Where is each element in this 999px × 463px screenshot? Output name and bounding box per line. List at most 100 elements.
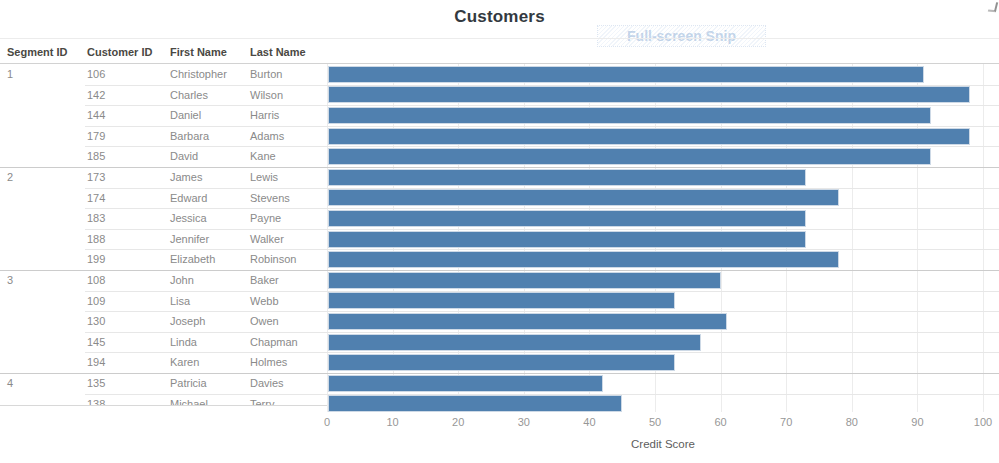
cell-last-name[interactable]: Payne [250, 208, 281, 229]
cell-customer-id[interactable]: 135 [87, 373, 105, 394]
header-divider [0, 38, 999, 39]
cell-last-name[interactable]: Walker [250, 229, 284, 250]
column-header-customer-id[interactable]: Customer ID [87, 46, 152, 63]
cell-customer-id[interactable]: 188 [87, 229, 105, 250]
cell-first-name[interactable]: Karen [170, 352, 199, 373]
tableau-worksheet: Customers Full-screen Snip Segment ID Cu… [0, 0, 999, 463]
table-row: 142 Charles Wilson [0, 85, 999, 106]
cell-last-name[interactable]: Lewis [250, 167, 278, 188]
credit-score-bar[interactable] [328, 210, 806, 227]
snip-tool-ghost-label: Full-screen Snip [627, 28, 736, 44]
cell-first-name[interactable]: Edward [170, 188, 207, 209]
cell-last-name[interactable]: Burton [250, 64, 282, 85]
cell-customer-id[interactable]: 145 [87, 332, 105, 353]
cell-segment-id[interactable]: 2 [7, 167, 13, 188]
x-axis-tick-label: 80 [846, 416, 858, 428]
credit-score-bar[interactable] [328, 86, 970, 103]
cell-customer-id[interactable]: 183 [87, 208, 105, 229]
cell-first-name[interactable]: Patricia [170, 373, 207, 394]
cell-customer-id[interactable]: 144 [87, 105, 105, 126]
table-bottom-clip [0, 405, 327, 418]
credit-score-bar[interactable] [328, 354, 675, 371]
table-row: 145 Linda Chapman [0, 332, 999, 353]
credit-score-bar[interactable] [328, 128, 970, 145]
credit-score-bar[interactable] [328, 313, 727, 330]
column-header-last-name[interactable]: Last Name [250, 46, 306, 63]
credit-score-bar[interactable] [328, 334, 701, 351]
cell-customer-id[interactable]: 142 [87, 85, 105, 106]
x-axis-tick-label: 30 [518, 416, 530, 428]
x-axis-tick-label: 70 [780, 416, 792, 428]
table-row: 188 Jennifer Walker [0, 229, 999, 250]
cell-last-name[interactable]: Wilson [250, 85, 283, 106]
cell-last-name[interactable]: Harris [250, 105, 279, 126]
cell-customer-id[interactable]: 179 [87, 126, 105, 147]
page-title: Customers [0, 7, 999, 27]
cell-customer-id[interactable]: 109 [87, 291, 105, 312]
cell-customer-id[interactable]: 106 [87, 64, 105, 85]
credit-score-bar[interactable] [328, 375, 603, 392]
cell-customer-id[interactable]: 174 [87, 188, 105, 209]
credit-score-bar[interactable] [328, 231, 806, 248]
cell-last-name[interactable]: Chapman [250, 332, 298, 353]
credit-score-bar[interactable] [328, 272, 721, 289]
table-row: 130 Joseph Owen [0, 311, 999, 332]
table-row: 109 Lisa Webb [0, 291, 999, 312]
cell-last-name[interactable]: Robinson [250, 249, 296, 270]
cell-first-name[interactable]: Barbara [170, 126, 209, 147]
x-axis-tick-label: 40 [583, 416, 595, 428]
x-axis-tick-label: 100 [974, 416, 992, 428]
cell-segment-id[interactable]: 3 [7, 270, 13, 291]
table-row: 1 106 Christopher Burton [0, 64, 999, 85]
x-axis-tick-label: 20 [452, 416, 464, 428]
credit-score-bar[interactable] [328, 169, 806, 186]
credit-score-bar[interactable] [328, 292, 675, 309]
cell-customer-id[interactable]: 173 [87, 167, 105, 188]
table-row: 183 Jessica Payne [0, 208, 999, 229]
snip-tool-ghost-overlay: Full-screen Snip [598, 26, 765, 46]
credit-score-bar[interactable] [328, 251, 839, 268]
cell-first-name[interactable]: David [170, 146, 198, 167]
cell-first-name[interactable]: Linda [170, 332, 197, 353]
x-axis-tick-label: 60 [714, 416, 726, 428]
table-row: 174 Edward Stevens [0, 188, 999, 209]
cell-customer-id[interactable]: 194 [87, 352, 105, 373]
table-row: 144 Daniel Harris [0, 105, 999, 126]
credit-score-bar[interactable] [328, 189, 839, 206]
table-and-chart-body: 1106ChristopherBurton142CharlesWilson144… [0, 64, 999, 412]
cell-first-name[interactable]: Elizabeth [170, 249, 215, 270]
credit-score-bar[interactable] [328, 107, 931, 124]
table-row: 199 Elizabeth Robinson [0, 249, 999, 270]
cell-segment-id[interactable]: 1 [7, 64, 13, 85]
table-row: 179 Barbara Adams [0, 126, 999, 147]
x-axis-title: Credit Score [327, 438, 999, 450]
cell-last-name[interactable]: Webb [250, 291, 279, 312]
cell-first-name[interactable]: Lisa [170, 291, 190, 312]
cell-first-name[interactable]: Christopher [170, 64, 227, 85]
cell-last-name[interactable]: Davies [250, 373, 284, 394]
cell-customer-id[interactable]: 185 [87, 146, 105, 167]
cell-last-name[interactable]: Stevens [250, 188, 290, 209]
cell-first-name[interactable]: John [170, 270, 194, 291]
cell-last-name[interactable]: Holmes [250, 352, 287, 373]
table-row: 2 173 James Lewis [0, 167, 999, 188]
cell-last-name[interactable]: Kane [250, 146, 276, 167]
cell-first-name[interactable]: Joseph [170, 311, 205, 332]
cell-customer-id[interactable]: 199 [87, 249, 105, 270]
cell-segment-id[interactable]: 4 [7, 373, 13, 394]
cell-customer-id[interactable]: 130 [87, 311, 105, 332]
credit-score-bar[interactable] [328, 66, 924, 83]
cell-first-name[interactable]: Jennifer [170, 229, 209, 250]
cell-last-name[interactable]: Adams [250, 126, 284, 147]
cell-first-name[interactable]: Charles [170, 85, 208, 106]
column-header-first-name[interactable]: First Name [170, 46, 227, 63]
cell-last-name[interactable]: Baker [250, 270, 279, 291]
cell-last-name[interactable]: Owen [250, 311, 279, 332]
cell-first-name[interactable]: James [170, 167, 202, 188]
cell-first-name[interactable]: Jessica [170, 208, 207, 229]
cell-customer-id[interactable]: 108 [87, 270, 105, 291]
cell-first-name[interactable]: Daniel [170, 105, 201, 126]
column-header-segment-id[interactable]: Segment ID [7, 46, 68, 63]
credit-score-bar[interactable] [328, 148, 931, 165]
credit-score-bar[interactable] [328, 395, 622, 412]
